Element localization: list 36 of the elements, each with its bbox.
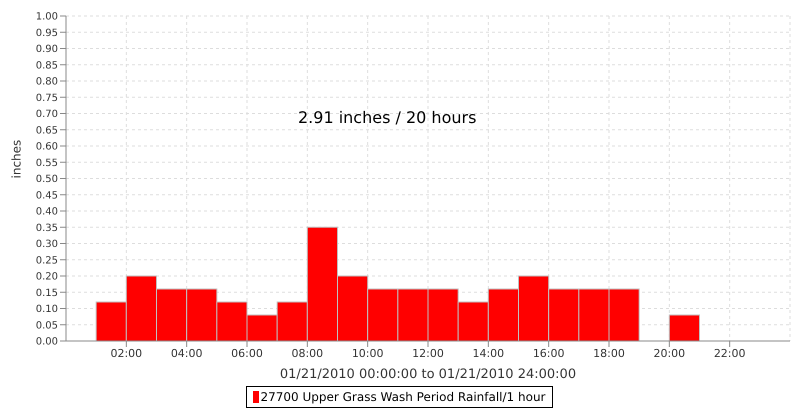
- y-tick-label: 0.75: [36, 92, 58, 104]
- x-tick-label: 10:00: [352, 346, 384, 360]
- x-tick-label: 12:00: [412, 346, 444, 360]
- y-tick-label: 0.20: [36, 272, 58, 283]
- y-tick-label: 0.95: [36, 28, 58, 39]
- y-tick-label: 0.35: [36, 222, 58, 234]
- y-tick-label: 0.55: [36, 158, 58, 169]
- x-tick-label: 16:00: [532, 346, 565, 360]
- x-tick-label: 14:00: [472, 346, 504, 360]
- x-tick-label: 20:00: [653, 346, 686, 360]
- x-axis-title: 01/21/2010 00:00:00 to 01/21/2010 24:00:00: [280, 367, 576, 382]
- y-axis-title: inches: [9, 140, 24, 178]
- y-tick-label: 0.25: [36, 255, 58, 266]
- annotation: 2.91 inches / 20 hours: [298, 108, 476, 127]
- y-tick-label: 0.90: [36, 44, 58, 56]
- y-tick-label: 0.85: [36, 60, 58, 72]
- y-tick-label: 0.15: [36, 288, 58, 299]
- x-tick-label: 04:00: [170, 346, 203, 360]
- legend-label: 27700 Upper Grass Wash Period Rainfall/1 hour: [260, 390, 546, 404]
- y-tick-label: 0.65: [36, 125, 58, 136]
- y-tick-label: 0.50: [36, 174, 58, 186]
- x-tick-label: 02:00: [110, 346, 142, 360]
- y-tick-label: 0.10: [36, 304, 58, 316]
- y-tick-label: 0.30: [36, 239, 58, 250]
- y-tick-label: 0.40: [36, 206, 58, 218]
- x-tick-label: 22:00: [714, 346, 746, 360]
- y-tick-label: 0.00: [36, 336, 58, 348]
- y-tick-label: 0.45: [36, 190, 58, 202]
- x-tick-label: 08:00: [291, 346, 324, 360]
- y-tick-label: 0.05: [36, 320, 58, 332]
- x-tick-label: 18:00: [593, 346, 625, 360]
- y-tick-label: 0.60: [36, 142, 58, 153]
- y-tick-label: 0.80: [36, 76, 58, 88]
- y-tick-label: 1.00: [36, 12, 58, 23]
- x-tick-label: 06:00: [231, 346, 263, 360]
- y-tick-label: 0.70: [36, 109, 58, 120]
